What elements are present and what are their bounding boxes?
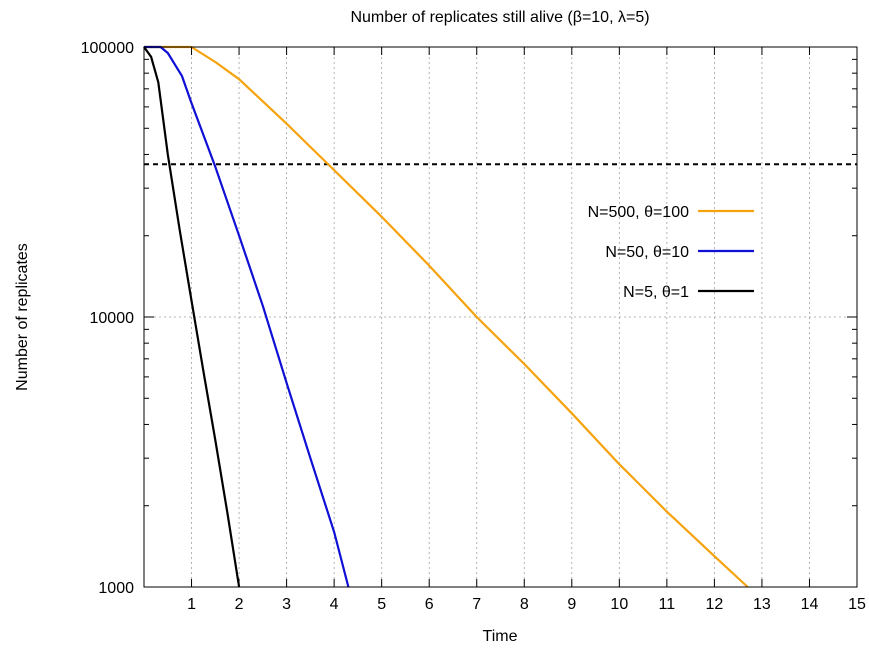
x-tick-label: 7	[472, 596, 481, 613]
series-layer	[143, 45, 749, 588]
legend-label-3: N=5, θ=1	[623, 284, 689, 301]
x-tick-label: 3	[282, 596, 291, 613]
x-axis-label: Time	[483, 628, 518, 645]
series-line-2	[144, 45, 350, 588]
x-tick-label: 6	[425, 596, 434, 613]
x-tick-label: 8	[520, 596, 529, 613]
x-tick-label: 13	[753, 596, 771, 613]
y-tick-label: 100000	[81, 40, 134, 57]
legend-label-1: N=500, θ=100	[588, 204, 690, 221]
series-line-3	[143, 46, 241, 588]
x-tick-label: 12	[706, 596, 724, 613]
series-line-1	[144, 45, 749, 588]
y-tick-label: 1000	[98, 580, 134, 597]
x-tick-label: 11	[659, 596, 676, 613]
y-tick-label: 10000	[90, 310, 135, 327]
legend-label-2: N=50, θ=10	[605, 244, 689, 261]
x-tick-label: 4	[330, 596, 339, 613]
y-axis-label: Number of replicates	[14, 243, 31, 391]
x-tick-label: 1	[187, 596, 196, 613]
x-tick-label: 10	[610, 596, 628, 613]
x-tick-label: 15	[848, 596, 866, 613]
ticks	[144, 46, 858, 588]
x-tick-label: 14	[801, 596, 819, 613]
x-tick-label: 9	[567, 596, 576, 613]
x-tick-label: 5	[377, 596, 386, 613]
grid	[144, 46, 858, 588]
x-tick-label: 2	[235, 596, 244, 613]
legend: N=500, θ=100 N=50, θ=10 N=5, θ=1	[588, 204, 754, 301]
chart-title: Number of replicates still alive (β=10, …	[350, 9, 649, 26]
